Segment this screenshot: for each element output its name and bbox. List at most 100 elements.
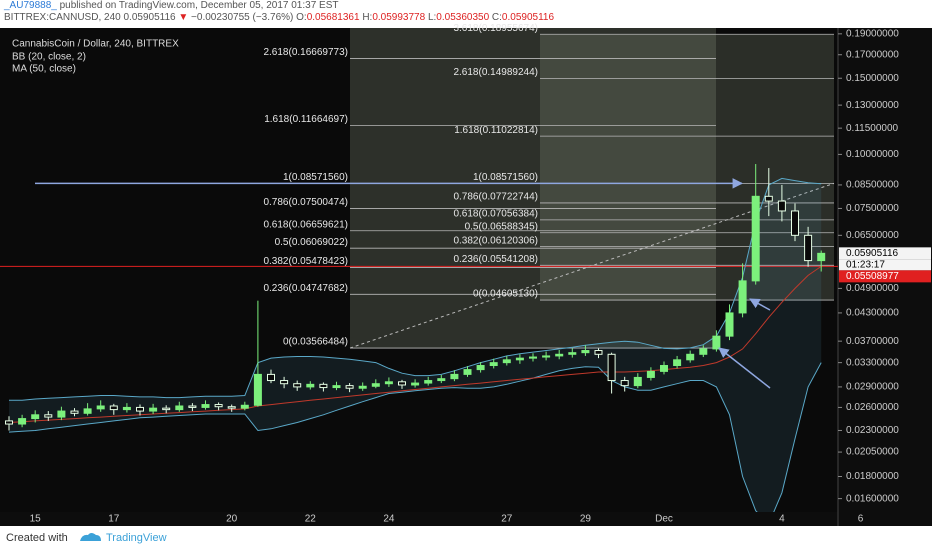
candle-body — [555, 353, 564, 357]
y-tick-label: 0.04300000 — [846, 308, 899, 319]
candle-body — [83, 408, 92, 414]
candle-body — [424, 380, 433, 384]
candle-body — [188, 405, 197, 408]
candle-body — [109, 405, 118, 411]
candle-body — [332, 385, 341, 389]
y-tick-label: 0.06500000 — [846, 230, 899, 241]
overlay — [718, 298, 771, 389]
candle-body — [31, 414, 40, 420]
y-tick-label: 0.10000000 — [846, 149, 899, 160]
countdown-box — [839, 259, 931, 271]
fib-label: 2.618(0.14989244) — [453, 67, 538, 78]
candle-body — [581, 350, 590, 354]
footer-brand[interactable]: TradingView — [106, 532, 167, 544]
candle-body — [267, 373, 275, 382]
x-tick-label: 27 — [501, 514, 513, 525]
last: 0.05905116 — [123, 12, 176, 23]
candle-body — [240, 404, 249, 409]
candle-body — [345, 385, 354, 389]
y-tick-label: 0.04900000 — [846, 283, 899, 294]
fib-label: 0.382(0.05478423) — [263, 256, 348, 267]
publish-line: _AU79888_ published on TradingView.com, … — [0, 0, 932, 12]
last-price-label: 0.05905116 — [846, 248, 899, 259]
fib-label: 1(0.08571560) — [473, 172, 538, 183]
candle-body — [542, 355, 551, 358]
candle-body — [371, 383, 380, 387]
candle-body — [568, 352, 577, 355]
candle-body — [122, 406, 131, 411]
arrow — [749, 298, 771, 311]
publisher[interactable]: _AU79888_ — [4, 0, 57, 11]
fib-label: 2.618(0.16669773) — [263, 47, 348, 58]
y-tick-label: 0.01600000 — [846, 493, 899, 504]
candle-body — [791, 210, 799, 236]
x-tick-label: 29 — [580, 514, 592, 525]
candle-body — [201, 404, 210, 408]
bb-upper — [9, 177, 822, 401]
ohlc-value: 0.05360350 — [436, 12, 490, 23]
fib-label: 0(0.03566484) — [283, 337, 348, 348]
candle-body — [712, 335, 721, 350]
ohlc-value: 0.05905116 — [501, 12, 555, 23]
fib-label: 0.786(0.07500474) — [263, 197, 348, 208]
candle-body — [804, 234, 813, 262]
candle-body — [686, 353, 695, 361]
countdown: 01:23:17 — [846, 259, 885, 270]
legend-title: CannabisCoin / Dollar, 240, BITTREX — [12, 39, 179, 50]
fib-label: 1(0.08571560) — [283, 172, 348, 183]
candle-body — [44, 414, 53, 418]
logo[interactable] — [80, 533, 101, 541]
y-tick-label: 0.03700000 — [846, 336, 899, 347]
candle-body — [607, 353, 616, 382]
change: −0.00230755 (−3.76%) — [191, 12, 294, 23]
y-tick-label: 0.02050000 — [846, 447, 899, 458]
fib-label: 0.786(0.07722744) — [453, 192, 538, 203]
fib-label: 0.382(0.06120306) — [453, 235, 538, 246]
candle-body — [738, 280, 747, 314]
bb-lower — [8, 362, 822, 512]
ohlc-key: L: — [427, 12, 437, 23]
footer-bg — [0, 526, 932, 550]
candle-body — [450, 373, 459, 380]
candle-body — [620, 380, 629, 387]
legend-entry: MA (50, close) — [12, 64, 76, 75]
candle-body — [227, 406, 236, 409]
fib-label: 1.618(0.11022814) — [454, 125, 538, 136]
ohlc-value: 0.05993778 — [372, 12, 426, 23]
x-tick-label: 22 — [305, 514, 317, 525]
candle-body — [489, 362, 498, 367]
candle-body — [398, 381, 406, 386]
candle-body — [358, 385, 367, 389]
candle-body — [293, 383, 302, 388]
candle-body — [437, 378, 446, 382]
ma-price-box — [839, 270, 931, 283]
y-tick-label: 0.19000000 — [846, 28, 899, 39]
y-tick-label: 0.02900000 — [846, 382, 899, 393]
candle-body — [529, 356, 537, 359]
candle-body — [214, 404, 223, 408]
candle-body — [411, 382, 420, 386]
y-tick-label: 0.11500000 — [846, 123, 899, 134]
footer-created: Created with — [6, 532, 68, 544]
candle-body — [70, 410, 79, 414]
ma-line — [8, 265, 822, 423]
x-tick-label: 15 — [30, 514, 42, 525]
candle-body — [5, 420, 13, 425]
fib-label: 0.5(0.06069022) — [275, 237, 348, 248]
last-price-box — [839, 247, 931, 260]
header: _AU79888_ published on TradingView.com, … — [0, 0, 932, 28]
candle-body — [57, 410, 66, 418]
fib-label: 0.5(0.06588345) — [465, 221, 538, 232]
x-tick-label: 6 — [858, 514, 864, 525]
y-tick-label: 0.17000000 — [846, 49, 899, 60]
y-tick-label: 0.02300000 — [846, 425, 899, 436]
time-axis-bg — [0, 512, 838, 526]
candle-body — [725, 312, 734, 337]
candle-body — [502, 359, 511, 364]
candle-body — [149, 407, 158, 412]
ohlc-key: O: — [296, 12, 307, 23]
y-tick-label: 0.07500000 — [846, 203, 899, 214]
fib-label: 0(0.04605130) — [473, 289, 538, 300]
candle-body — [253, 373, 262, 406]
y-tick-label: 0.15000000 — [846, 73, 899, 84]
